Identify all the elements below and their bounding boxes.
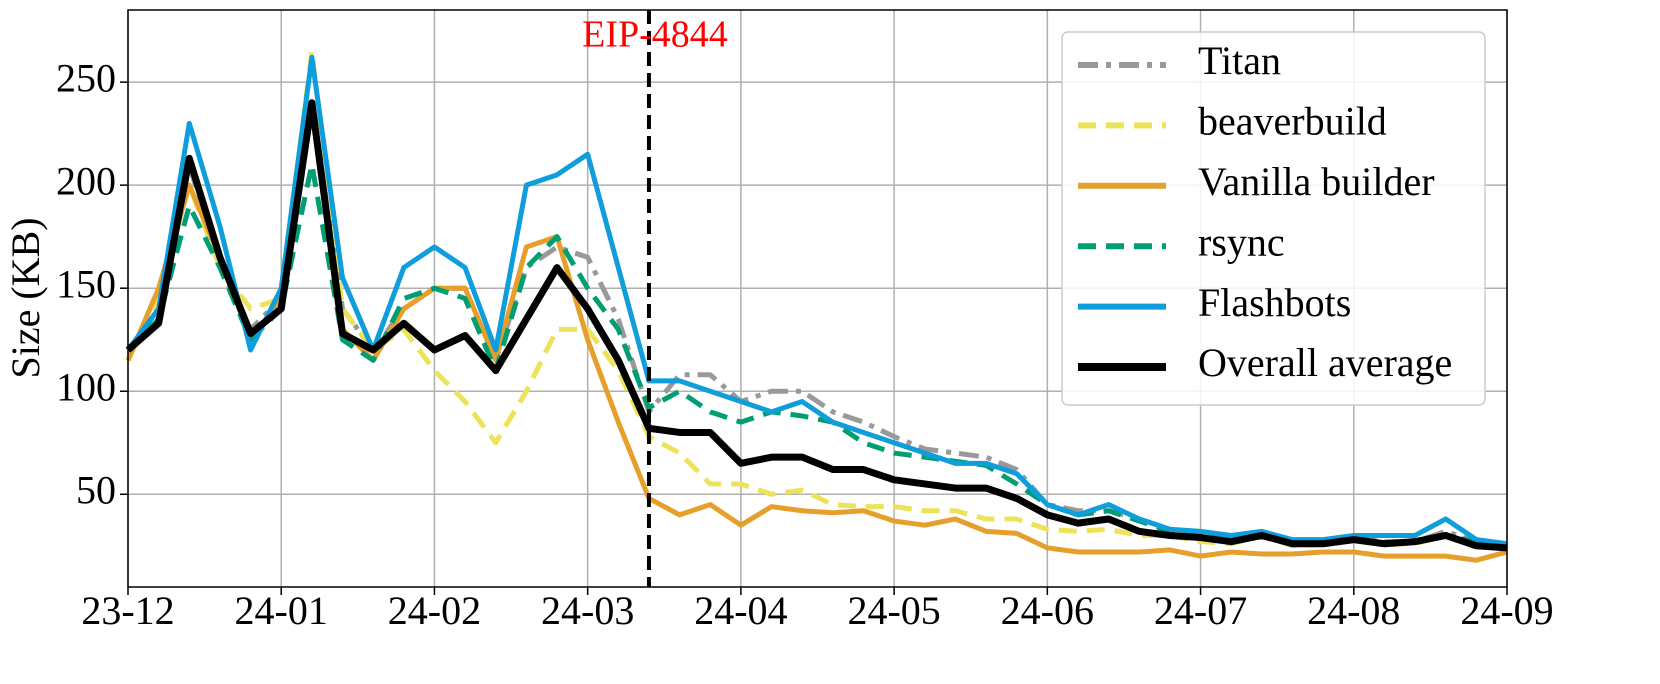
line-series	[125, 54, 1508, 547]
x-tick-label: 24-07	[1154, 588, 1247, 633]
legend-label: beaverbuild	[1198, 99, 1387, 144]
legend-label: rsync	[1198, 219, 1285, 264]
legend-label: Overall average	[1198, 340, 1452, 385]
y-tick-label: 200	[56, 158, 116, 203]
plot-frame	[127, 9, 1508, 588]
y-tick-label: 150	[56, 261, 116, 306]
legend-label: Vanilla builder	[1198, 159, 1435, 204]
event-label: EIP-4844	[582, 14, 728, 56]
x-tick-label: 24-09	[1460, 588, 1553, 633]
x-tick-label: 24-06	[1001, 588, 1094, 633]
y-tick-label: 100	[56, 364, 116, 409]
x-tick-label: 24-05	[847, 588, 940, 633]
legend-label: Flashbots	[1198, 280, 1351, 325]
y-tick-label: 250	[56, 55, 116, 100]
legend-label: Titan	[1198, 38, 1281, 83]
x-tick-label: 24-02	[388, 588, 481, 633]
x-tick-label: 24-03	[541, 588, 634, 633]
line-series	[125, 48, 1508, 551]
y-tick-label: 50	[76, 467, 116, 512]
line-series	[125, 99, 1508, 552]
x-tick-label: 24-04	[694, 588, 787, 633]
x-tick-label: 23-12	[81, 588, 174, 633]
legend-box	[1061, 31, 1486, 406]
x-tick-label: 24-08	[1307, 588, 1400, 633]
y-axis-label: Size (KB)	[3, 217, 48, 378]
x-tick-label: 24-01	[235, 588, 328, 633]
